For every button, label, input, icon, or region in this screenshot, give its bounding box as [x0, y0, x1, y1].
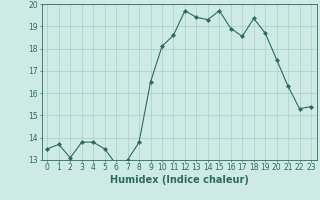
X-axis label: Humidex (Indice chaleur): Humidex (Indice chaleur) — [110, 175, 249, 185]
